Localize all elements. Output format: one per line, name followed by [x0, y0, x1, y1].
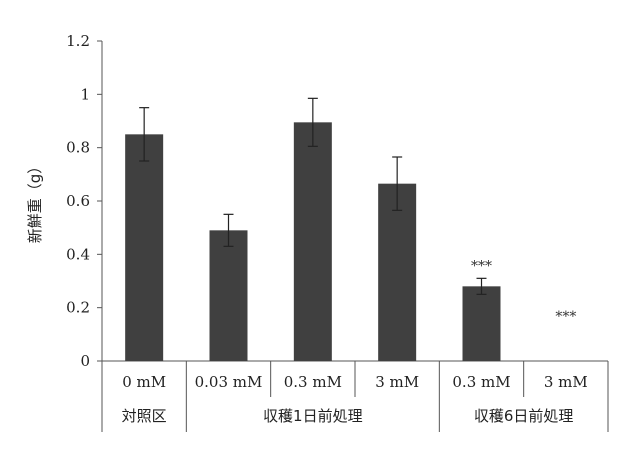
- x-category-label: 0 mM: [122, 373, 166, 391]
- y-axis-label: 新鮮重（g）: [26, 159, 44, 244]
- x-category-label: 0.3 mM: [284, 373, 342, 391]
- bar: [463, 286, 501, 361]
- bar: [210, 230, 248, 361]
- y-tick-label: 0.6: [66, 192, 90, 210]
- bar: [125, 134, 163, 361]
- y-tick-label: 0.2: [66, 299, 90, 317]
- x-group-label: 対照区: [122, 407, 167, 425]
- significance-annotation: ***: [471, 258, 492, 274]
- bars: [125, 122, 500, 361]
- x-group-label: 収穫6日前処理: [474, 407, 574, 425]
- bar: [294, 122, 332, 361]
- x-group-label: 収穫1日前処理: [263, 407, 363, 425]
- x-category-label: 3 mM: [544, 373, 588, 391]
- y-tick-label: 1: [80, 85, 90, 103]
- x-category-label: 3 mM: [375, 373, 419, 391]
- y-tick-label: 0: [80, 352, 90, 370]
- y-tick-label: 0.4: [66, 245, 90, 263]
- x-category-label: 0.03 mM: [195, 373, 263, 391]
- significance-annotation: ***: [555, 309, 576, 325]
- y-tick-label: 1.2: [66, 32, 90, 50]
- y-tick-label: 0.8: [66, 139, 90, 157]
- axes: [97, 41, 608, 432]
- x-category-label: 0.3 mM: [452, 373, 510, 391]
